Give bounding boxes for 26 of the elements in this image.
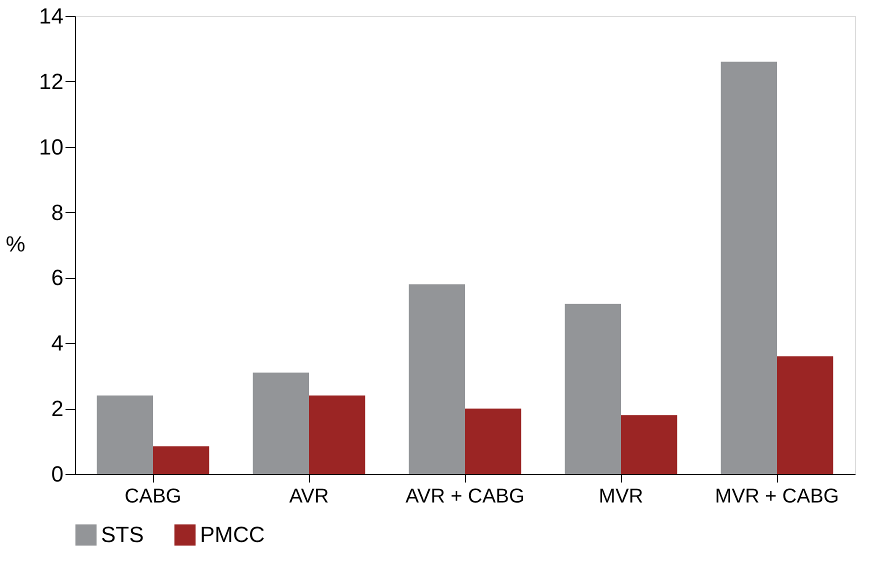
bar — [720, 62, 777, 474]
x-tick-label: MVR — [598, 486, 644, 508]
bar — [153, 446, 210, 474]
x-tick-label: CABG — [124, 486, 182, 508]
bar — [96, 395, 153, 474]
x-tick-label: AVR — [289, 486, 329, 508]
y-axis-title: % — [6, 232, 26, 256]
bar — [252, 372, 309, 474]
bar — [621, 415, 678, 474]
bar — [465, 408, 522, 474]
x-tick-label: AVR + CABG — [405, 486, 525, 508]
legend-label: STS — [101, 522, 144, 547]
bar — [309, 395, 366, 474]
y-tick-label: 2 — [51, 396, 64, 422]
y-tick-label: 10 — [39, 134, 64, 160]
y-tick-label: 4 — [51, 330, 64, 356]
bar — [564, 304, 621, 474]
bar — [777, 356, 834, 474]
y-tick-label: 6 — [51, 265, 64, 290]
y-tick-label: 12 — [39, 68, 64, 94]
y-tick-label: 0 — [51, 462, 64, 486]
bar — [408, 284, 465, 474]
y-tick-label: 14 — [39, 4, 64, 28]
legend-label: PMCC — [200, 522, 265, 547]
y-tick-label: 8 — [51, 200, 64, 225]
x-tick-label: MVR + CABG — [715, 486, 839, 508]
